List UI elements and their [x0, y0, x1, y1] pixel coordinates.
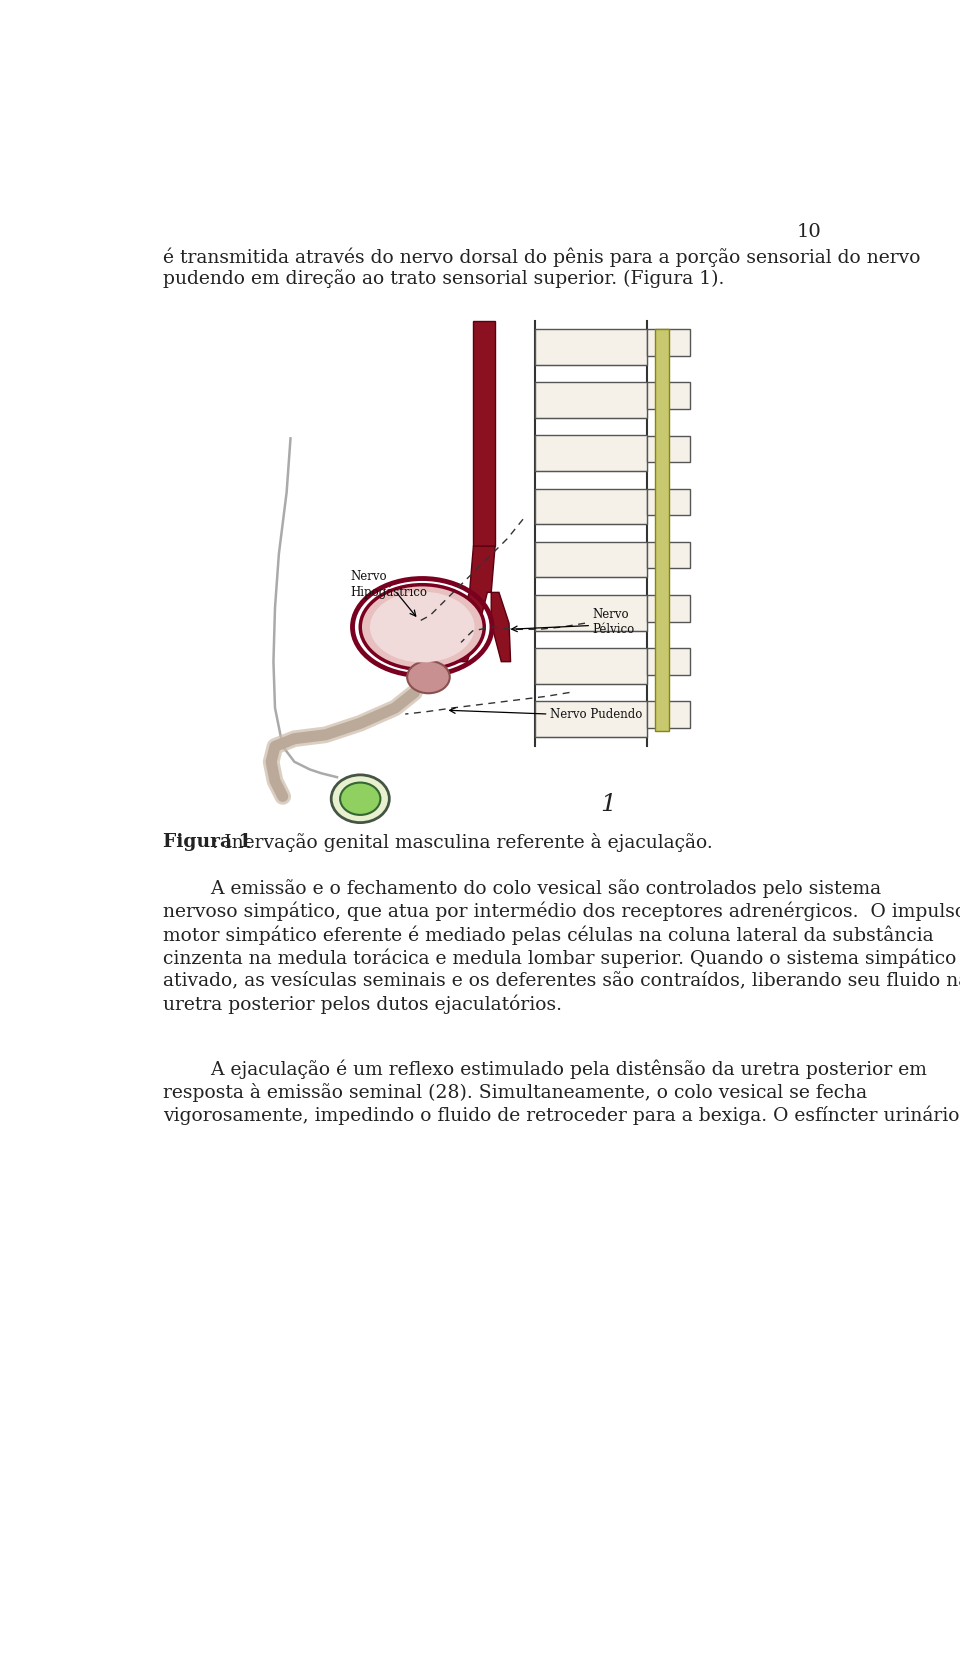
- Ellipse shape: [370, 592, 474, 662]
- Text: Figura 1: Figura 1: [162, 832, 252, 850]
- Bar: [647, 701, 689, 727]
- Text: nervoso simpático, que atua por intermédio dos receptores adrenérgicos.  O impul: nervoso simpático, que atua por interméd…: [162, 902, 960, 922]
- Ellipse shape: [407, 661, 450, 694]
- Bar: [647, 647, 689, 674]
- Text: cinzenta na medula torácica e medula lombar superior. Quando o sistema simpático: cinzenta na medula torácica e medula lom…: [162, 948, 960, 968]
- Text: Nervo
Hipogástrico: Nervo Hipogástrico: [350, 571, 427, 599]
- Bar: [535, 542, 647, 577]
- Text: uretra posterior pelos dutos ejaculatórios.: uretra posterior pelos dutos ejaculatóri…: [162, 995, 562, 1013]
- Bar: [535, 594, 647, 631]
- Bar: [535, 489, 647, 524]
- Text: A ejaculação é um reflexo estimulado pela distênsão da uretra posterior em: A ejaculação é um reflexo estimulado pel…: [162, 1060, 926, 1080]
- Text: A emissão e o fechamento do colo vesical são controlados pelo sistema: A emissão e o fechamento do colo vesical…: [162, 879, 880, 899]
- Ellipse shape: [331, 775, 390, 822]
- Text: ativado, as vesículas seminais e os deferentes são contraídos, liberando seu flu: ativado, as vesículas seminais e os defe…: [162, 972, 960, 988]
- Text: pudendo em direção ao trato sensorial superior. (Figura 1).: pudendo em direção ao trato sensorial su…: [162, 270, 724, 288]
- Bar: [535, 383, 647, 418]
- Bar: [647, 542, 689, 569]
- Text: resposta à emissão seminal (28). Simultaneamente, o colo vesical se fecha: resposta à emissão seminal (28). Simulta…: [162, 1083, 867, 1102]
- Bar: [535, 701, 647, 737]
- Text: Nervo Pudendo: Nervo Pudendo: [550, 707, 642, 721]
- Bar: [647, 329, 689, 356]
- Text: 10: 10: [797, 223, 822, 241]
- Text: 1: 1: [600, 792, 616, 815]
- Bar: [535, 329, 647, 364]
- Ellipse shape: [340, 782, 380, 815]
- Bar: [647, 383, 689, 409]
- Text: motor simpático eferente é mediado pelas células na coluna lateral da substância: motor simpático eferente é mediado pelas…: [162, 925, 933, 945]
- Ellipse shape: [360, 584, 484, 669]
- Bar: [473, 321, 495, 546]
- Text: é transmitida através do nervo dorsal do pênis para a porção sensorial do nervo: é transmitida através do nervo dorsal do…: [162, 248, 920, 266]
- Bar: [535, 436, 647, 471]
- Bar: [535, 647, 647, 684]
- Bar: [647, 436, 689, 463]
- Text: vigorosamente, impedindo o fluido de retroceder para a bexiga. O esfíncter uriná: vigorosamente, impedindo o fluido de ret…: [162, 1107, 959, 1125]
- Polygon shape: [456, 546, 511, 662]
- Bar: [655, 329, 669, 730]
- Bar: [647, 489, 689, 516]
- Bar: [647, 596, 689, 622]
- Text: Nervo
Pélvico: Nervo Pélvico: [592, 607, 635, 636]
- Text: : Inervação genital masculina referente à ejaculação.: : Inervação genital masculina referente …: [212, 832, 713, 852]
